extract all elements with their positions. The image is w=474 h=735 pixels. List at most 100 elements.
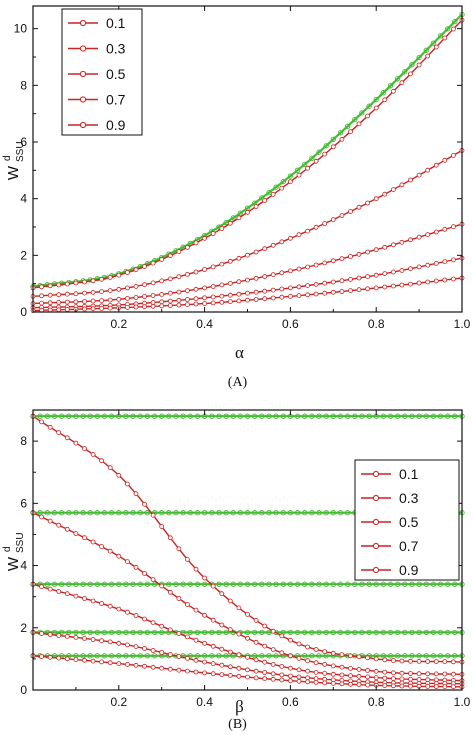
series-point [245, 209, 250, 215]
series-point [133, 283, 139, 289]
reference-marker [237, 581, 243, 587]
reference-marker [123, 413, 129, 419]
series-point [39, 514, 44, 520]
reference-marker [387, 83, 394, 89]
series-point [356, 204, 362, 210]
reference-marker [373, 96, 379, 103]
reference-marker [209, 510, 215, 516]
legend: 0.1 0.3 0.5 0.7 0.9 [354, 459, 460, 581]
series-point [296, 656, 302, 661]
reference-marker [244, 629, 251, 636]
series-point [82, 596, 87, 601]
series-point [330, 650, 336, 656]
series-point [433, 260, 439, 266]
series-point [125, 270, 130, 275]
series-point [64, 634, 70, 639]
legend-label: 0.7 [106, 92, 126, 108]
series-point [193, 301, 199, 307]
series-point [167, 652, 173, 657]
reference-marker [173, 413, 179, 419]
series-point [219, 591, 225, 597]
series-point [73, 635, 79, 640]
reference-marker [44, 581, 50, 587]
reference-marker [116, 629, 122, 636]
legend-box [61, 8, 143, 136]
series-point [390, 670, 396, 676]
series-point [245, 654, 250, 660]
series-point [382, 284, 388, 290]
series-point [90, 306, 96, 312]
reference-marker [423, 413, 429, 419]
reference-marker [137, 510, 143, 516]
series-point [90, 598, 96, 604]
series-point [167, 253, 173, 259]
reference-marker [409, 413, 415, 419]
reference-marker [344, 123, 351, 129]
series-point [56, 522, 62, 528]
series-point [227, 299, 233, 305]
series-point [236, 605, 242, 611]
reference-marker [309, 629, 315, 636]
series-point [399, 683, 405, 689]
reference-marker [337, 581, 344, 587]
reference-marker [294, 510, 301, 516]
reference-marker [273, 510, 279, 516]
series-point [116, 286, 122, 292]
series-point [305, 675, 311, 681]
series-point [64, 591, 70, 597]
series-point [116, 640, 122, 646]
reference-marker [252, 413, 258, 419]
reference-marker [123, 629, 129, 636]
x-tick-label: 1.0 [454, 695, 471, 709]
series-point [210, 264, 216, 270]
series-point [287, 678, 293, 684]
series-point [270, 671, 276, 677]
reference-marker [87, 653, 93, 659]
series-point [193, 286, 199, 292]
series-point [176, 596, 182, 601]
series-point [64, 299, 70, 305]
series-point [64, 526, 70, 532]
series-point [305, 644, 311, 650]
series-point [330, 258, 336, 264]
series-point [356, 121, 362, 127]
series-point [167, 589, 173, 595]
series-point [296, 667, 302, 673]
series-point [159, 303, 165, 309]
legend-label: 0.1 [106, 15, 126, 31]
reference-marker [302, 653, 308, 659]
series-point [279, 294, 285, 300]
series-point [433, 671, 439, 677]
reference-marker [116, 581, 122, 587]
reference-marker [51, 413, 58, 419]
series-point [399, 676, 405, 682]
reference-marker [273, 653, 279, 659]
series-point [227, 673, 233, 678]
reference-marker [302, 510, 308, 516]
series-point [184, 656, 190, 661]
reference-marker [452, 581, 458, 587]
series-point [408, 71, 413, 77]
series-point [330, 671, 336, 677]
series-point [322, 662, 328, 667]
reference-marker [230, 413, 236, 419]
series-point [39, 300, 44, 306]
reference-marker [173, 581, 179, 587]
reference-marker [209, 413, 215, 419]
reference-marker [259, 413, 265, 419]
series-point [305, 228, 311, 234]
series-point [90, 289, 96, 295]
series-point [227, 664, 233, 670]
series-point [305, 658, 311, 664]
series-point [416, 264, 422, 270]
series-point [382, 97, 388, 103]
series-point [373, 675, 379, 680]
series-point [348, 681, 353, 687]
series-point [408, 658, 413, 664]
series-point [442, 35, 448, 41]
reference-marker [380, 581, 386, 587]
series-point [125, 559, 130, 564]
series-point [125, 295, 130, 301]
